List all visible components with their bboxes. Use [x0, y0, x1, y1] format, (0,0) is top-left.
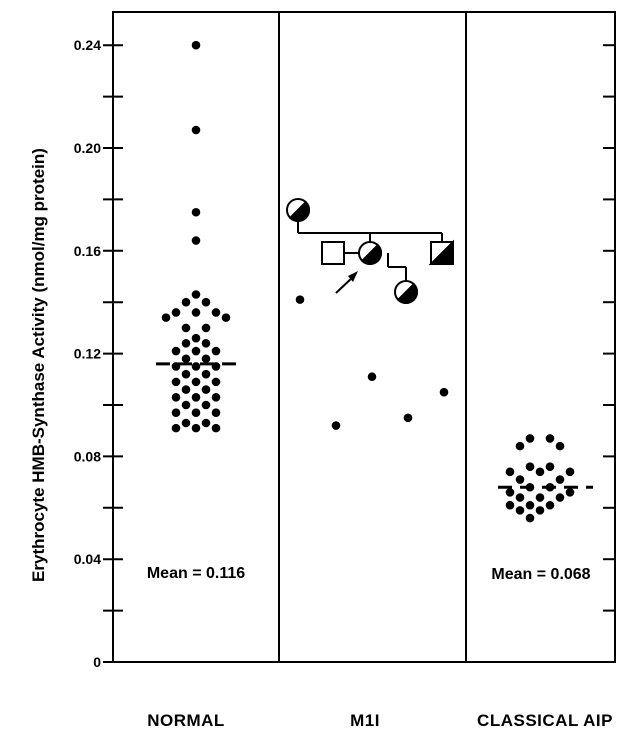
y-tick-label: 0.24 — [74, 37, 101, 53]
y-tick-label: 0.08 — [74, 448, 101, 464]
plot-frame — [112, 11, 616, 663]
data-point — [181, 354, 191, 364]
data-point — [367, 372, 377, 382]
y-tick-label: 0.16 — [74, 243, 101, 259]
data-point — [515, 506, 525, 515]
data-point — [535, 506, 545, 515]
data-point — [555, 493, 565, 502]
data-point — [191, 290, 201, 299]
data-point — [191, 423, 201, 433]
data-point — [201, 297, 211, 307]
y-tick-labels: 0 0.04 0.08 0.12 0.16 0.20 0.24 — [74, 37, 101, 670]
category-label: M1I — [350, 711, 380, 730]
data-point — [211, 308, 221, 317]
data-point — [171, 408, 181, 418]
data-point — [545, 500, 555, 510]
data-point — [545, 462, 555, 471]
data-point — [171, 423, 181, 433]
y-tick-label: 0 — [93, 654, 101, 670]
category-label: CLASSICAL AIP — [477, 711, 613, 730]
data-point — [201, 369, 211, 379]
data-point — [191, 40, 201, 50]
data-point — [221, 313, 231, 322]
data-point — [403, 413, 413, 423]
data-point — [565, 488, 575, 497]
data-point — [505, 500, 515, 510]
data-point — [191, 236, 201, 245]
mean-label: Mean = 0.116 — [147, 565, 245, 582]
data-point — [525, 462, 535, 471]
data-point — [201, 354, 211, 364]
y-ticks — [103, 44, 615, 663]
data-point — [515, 475, 525, 484]
y-tick-label: 0.04 — [74, 551, 101, 567]
mean-label: Mean = 0.068 — [491, 566, 590, 583]
data-point — [201, 385, 211, 394]
y-axis-title: Erythrocyte HMB-Synthase Activity (nmol/… — [29, 148, 48, 582]
data-point — [191, 408, 201, 418]
category-label: NORMAL — [147, 711, 225, 730]
data-point — [181, 400, 191, 410]
pedigree-diagram — [286, 198, 454, 305]
data-point — [565, 467, 575, 477]
data-point — [211, 377, 221, 387]
data-point — [201, 400, 211, 410]
data-point — [505, 467, 515, 477]
data-point — [535, 493, 545, 502]
data-point — [535, 467, 545, 477]
data-point — [211, 423, 221, 433]
data-point — [191, 392, 201, 402]
data-point — [191, 333, 201, 343]
data-point — [191, 125, 201, 135]
data-point — [181, 418, 191, 428]
data-point — [545, 434, 555, 443]
data-point — [161, 313, 171, 322]
y-tick-label: 0.20 — [74, 140, 101, 156]
data-point — [191, 207, 201, 217]
data-point — [295, 295, 305, 304]
data-point — [171, 392, 181, 402]
data-point — [181, 323, 191, 333]
data-point — [201, 418, 211, 428]
data-point — [555, 441, 565, 451]
data-point — [181, 297, 191, 307]
data-point — [525, 500, 535, 510]
data-point — [201, 339, 211, 348]
data-point — [191, 362, 201, 371]
data-point — [505, 488, 515, 497]
data-point — [331, 421, 341, 430]
data-point — [171, 346, 181, 356]
proband-arrow — [335, 271, 358, 294]
data-points — [161, 40, 575, 523]
data-point — [525, 434, 535, 443]
data-point — [439, 387, 449, 397]
data-point — [171, 377, 181, 387]
data-point — [211, 408, 221, 418]
data-point — [525, 513, 535, 523]
data-point — [191, 377, 201, 387]
data-point — [211, 346, 221, 356]
data-point — [515, 441, 525, 451]
data-point — [181, 369, 191, 379]
pedigree-female-affected-gen3 — [394, 280, 419, 305]
data-point — [515, 493, 525, 502]
y-tick-label: 0.12 — [74, 346, 101, 362]
pedigree-male-affected — [428, 239, 454, 265]
data-point — [191, 308, 201, 317]
pedigree-proband-female-affected — [358, 241, 383, 266]
mean-lines: Mean = 0.116 Mean = 0.068 — [147, 362, 593, 583]
data-point — [181, 339, 191, 348]
data-point — [201, 323, 211, 333]
data-point — [211, 392, 221, 402]
pedigree-female-affected-gen1 — [286, 198, 311, 223]
data-point — [555, 475, 565, 484]
data-point — [191, 346, 201, 356]
pedigree-male-unaffected — [321, 241, 345, 265]
data-point — [171, 308, 181, 317]
data-point — [181, 385, 191, 394]
category-labels: NORMAL M1I CLASSICAL AIP — [147, 711, 613, 730]
